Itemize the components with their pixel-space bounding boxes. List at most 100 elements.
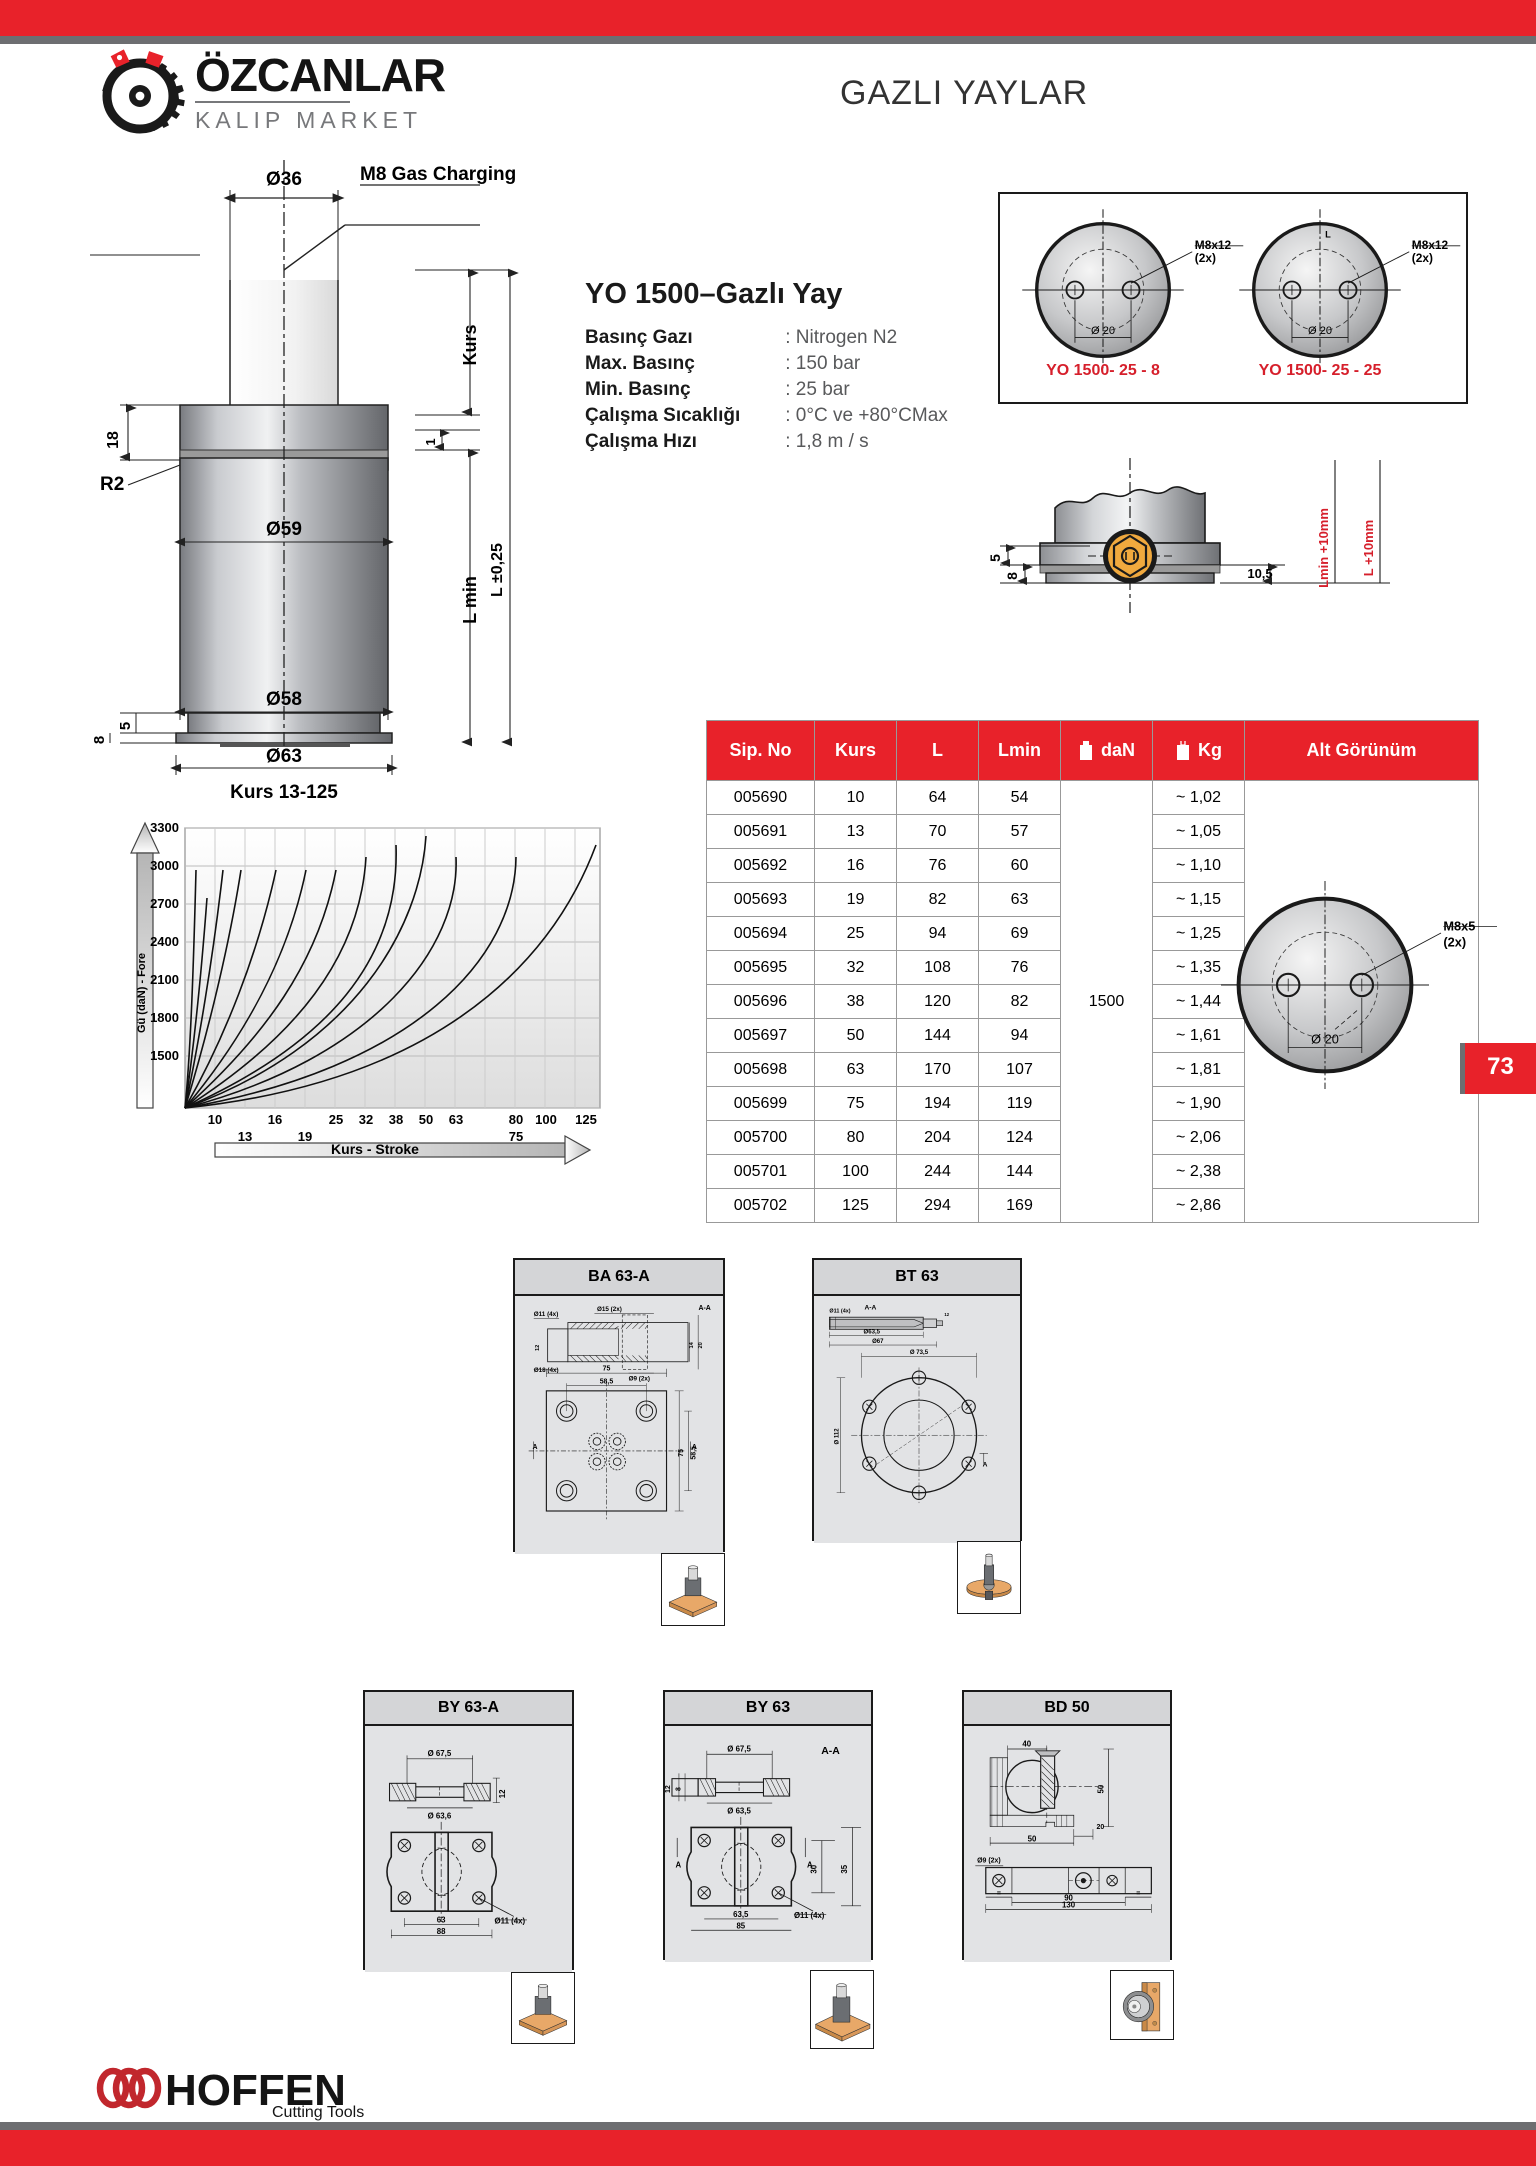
svg-text:8: 8	[91, 736, 108, 744]
svg-text:Ø 67,5: Ø 67,5	[727, 1745, 751, 1754]
svg-text:12: 12	[498, 1789, 507, 1798]
svg-text:20: 20	[1096, 1824, 1104, 1831]
svg-text:5: 5	[117, 722, 134, 730]
svg-text:R2: R2	[100, 474, 124, 495]
svg-text:38: 38	[389, 1112, 403, 1127]
svg-text:Ø11 (4x): Ø11 (4x)	[829, 1308, 850, 1314]
svg-text:88: 88	[437, 1927, 446, 1936]
svg-text:A-A: A-A	[821, 1746, 840, 1757]
svg-text:Lmin +10mm: Lmin +10mm	[1316, 508, 1331, 588]
svg-text:Ø59: Ø59	[266, 519, 302, 540]
svg-text:M8x5: M8x5	[1443, 919, 1475, 934]
svg-text:10: 10	[208, 1112, 222, 1127]
svg-text:YO 1500- 25 - 8: YO 1500- 25 - 8	[1046, 362, 1160, 379]
svg-text:L ±0,25: L ±0,25	[489, 543, 506, 597]
svg-text:40: 40	[1022, 1739, 1031, 1748]
svg-text:Ø 20: Ø 20	[1308, 325, 1332, 337]
svg-text:3300: 3300	[150, 820, 179, 835]
svg-text:A: A	[692, 1444, 697, 1451]
svg-text:20: 20	[698, 1342, 704, 1348]
svg-text:75: 75	[603, 1366, 611, 1373]
svg-text:KALIP MARKET: KALIP MARKET	[195, 107, 422, 133]
svg-text:125: 125	[575, 1112, 597, 1127]
svg-text:Ø58: Ø58	[266, 689, 302, 710]
svg-text:Ø63: Ø63	[266, 746, 302, 767]
svg-text:ÖZCANLAR: ÖZCANLAR	[195, 49, 446, 101]
svg-text:YO 1500- 25 - 25: YO 1500- 25 - 25	[1259, 362, 1382, 379]
svg-text:Ø11 (4x): Ø11 (4x)	[495, 1916, 526, 1925]
svg-text:58,5: 58,5	[600, 1378, 614, 1385]
svg-text:19: 19	[298, 1129, 312, 1144]
svg-text:32: 32	[359, 1112, 373, 1127]
svg-text:(2x): (2x)	[1195, 251, 1216, 265]
svg-text:Gü (daN) - Fore: Gü (daN) - Fore	[136, 953, 148, 1033]
svg-text:Ø 73,5: Ø 73,5	[910, 1350, 929, 1356]
svg-text:Ø9 (2x): Ø9 (2x)	[977, 1857, 1001, 1864]
svg-text:=: =	[1136, 1890, 1140, 1897]
svg-text:63: 63	[449, 1112, 463, 1127]
svg-text:100: 100	[535, 1112, 557, 1127]
svg-text:Ø 20: Ø 20	[1091, 325, 1115, 337]
svg-text:50: 50	[1096, 1784, 1105, 1793]
svg-text:Ø9 (2x): Ø9 (2x)	[629, 1376, 650, 1383]
svg-text:Ø 20: Ø 20	[1311, 1031, 1339, 1046]
svg-text:16: 16	[268, 1112, 282, 1127]
svg-text:75: 75	[678, 1449, 685, 1457]
svg-text:Kurs 13-125: Kurs 13-125	[230, 782, 338, 803]
svg-text:M8x12: M8x12	[1195, 238, 1232, 252]
svg-text:80: 80	[509, 1112, 523, 1127]
svg-text:Ø 67,5: Ø 67,5	[428, 1749, 452, 1758]
svg-text:(2x): (2x)	[1412, 251, 1433, 265]
svg-text:Cutting Tools: Cutting Tools	[272, 2104, 364, 2121]
svg-text:2700: 2700	[150, 896, 179, 911]
svg-text:3000: 3000	[150, 858, 179, 873]
svg-text:85: 85	[736, 1922, 745, 1931]
svg-text:1: 1	[423, 438, 438, 445]
svg-text:5: 5	[987, 554, 1003, 562]
svg-text:Ø11 (4x): Ø11 (4x)	[534, 1311, 559, 1318]
svg-text:M8 Gas Charging: M8 Gas Charging	[360, 164, 516, 185]
svg-text:14: 14	[689, 1341, 695, 1348]
svg-text:Ø 63,6: Ø 63,6	[428, 1811, 452, 1820]
svg-text:2400: 2400	[150, 934, 179, 949]
svg-text:L +10mm: L +10mm	[1361, 520, 1376, 577]
svg-text:30: 30	[810, 1864, 819, 1873]
svg-text:12: 12	[535, 1345, 541, 1351]
svg-text:1800: 1800	[150, 1010, 179, 1025]
svg-text:13: 13	[238, 1129, 252, 1144]
svg-text:Kurs: Kurs	[460, 324, 480, 365]
svg-text:=: =	[997, 1890, 1001, 1897]
svg-text:12: 12	[665, 1785, 672, 1793]
svg-text:75: 75	[509, 1129, 523, 1144]
svg-text:25: 25	[329, 1112, 343, 1127]
svg-text:Ø63,5: Ø63,5	[864, 1330, 881, 1336]
svg-text:Kurs - Stroke: Kurs - Stroke	[331, 1141, 419, 1157]
svg-text:L min: L min	[460, 576, 480, 624]
svg-text:8: 8	[676, 1787, 683, 1791]
svg-text:10,5: 10,5	[1247, 566, 1272, 581]
svg-text:130: 130	[1062, 1901, 1076, 1910]
svg-text:1500: 1500	[150, 1048, 179, 1063]
svg-text:M8x12: M8x12	[1412, 238, 1449, 252]
svg-text:A: A	[983, 1462, 988, 1469]
svg-text:18: 18	[105, 431, 122, 449]
svg-text:Ø 63,5: Ø 63,5	[727, 1807, 751, 1816]
svg-text:A: A	[532, 1444, 537, 1451]
svg-text:63: 63	[437, 1916, 446, 1925]
svg-text:8: 8	[1004, 572, 1020, 580]
svg-text:50: 50	[419, 1112, 433, 1127]
svg-text:A: A	[675, 1861, 681, 1870]
svg-text:Ø36: Ø36	[266, 169, 302, 190]
svg-text:63,5: 63,5	[733, 1910, 749, 1919]
svg-text:Ø 112: Ø 112	[834, 1428, 840, 1445]
svg-text:L: L	[1325, 229, 1331, 239]
svg-text:A-A: A-A	[698, 1305, 710, 1312]
svg-text:12: 12	[944, 1312, 949, 1317]
svg-text:2100: 2100	[150, 972, 179, 987]
svg-text:50: 50	[1028, 1834, 1037, 1843]
svg-text:(2x): (2x)	[1443, 935, 1466, 950]
svg-text:Ø67: Ø67	[872, 1339, 884, 1345]
svg-text:A-A: A-A	[865, 1304, 877, 1311]
svg-text:35: 35	[840, 1864, 849, 1873]
svg-text:Ø15 (2x): Ø15 (2x)	[597, 1306, 622, 1313]
